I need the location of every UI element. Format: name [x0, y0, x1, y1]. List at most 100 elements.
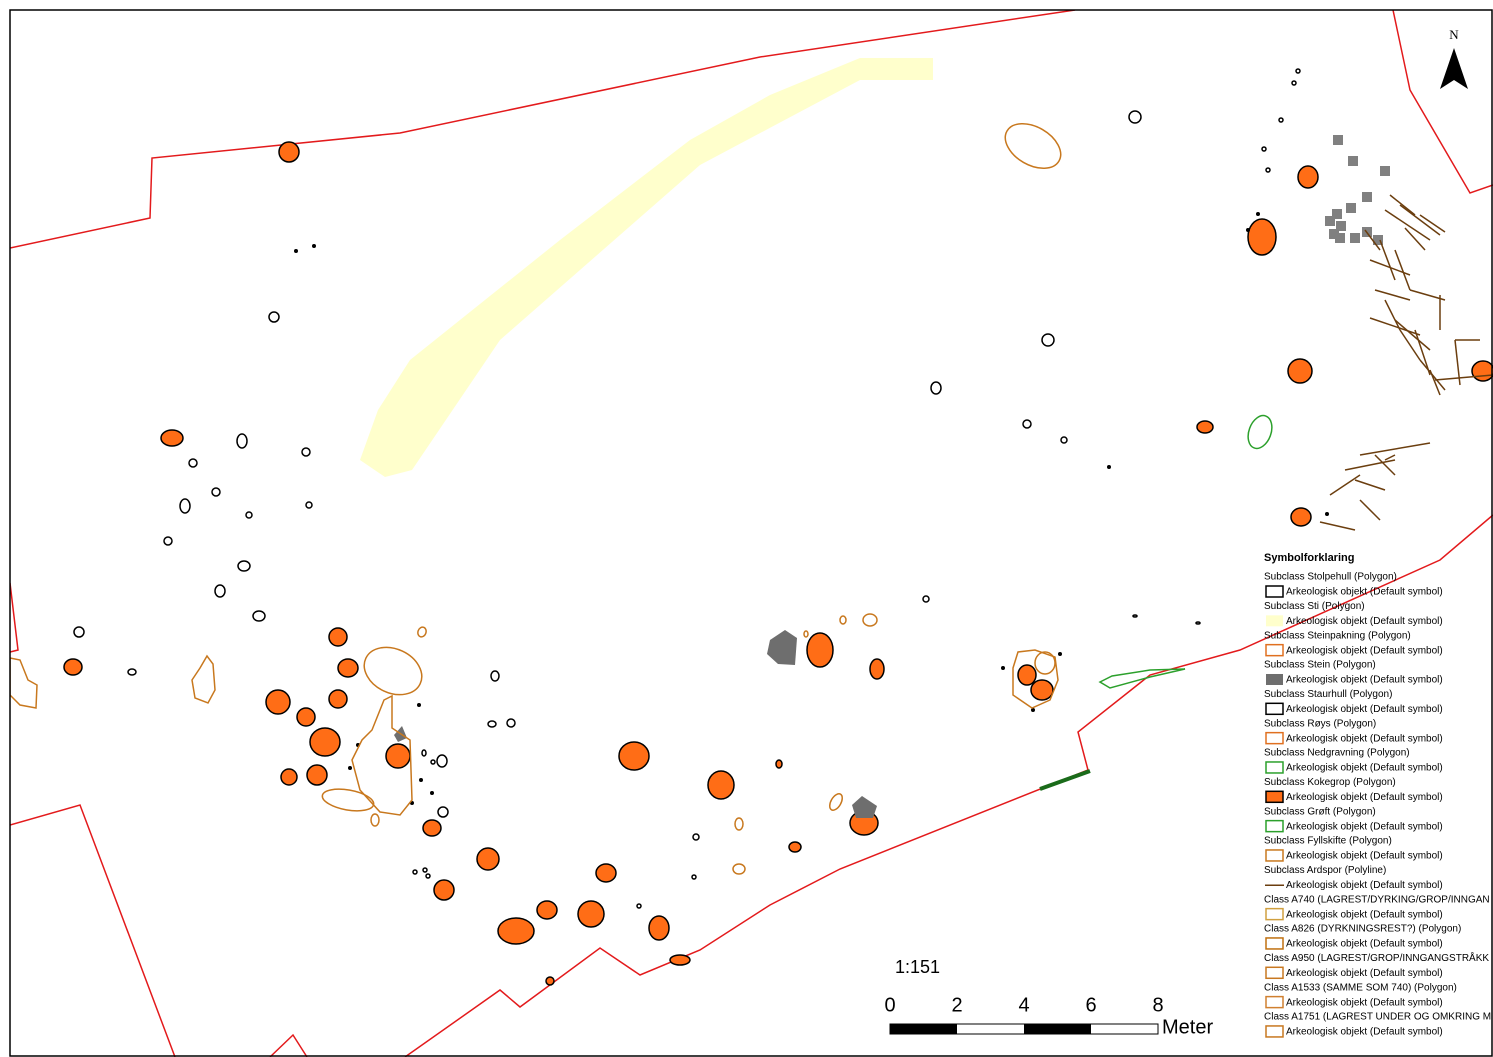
legend-label: Arkeologisk objekt (Default symbol) — [1286, 704, 1443, 715]
legend-swatch — [1266, 615, 1283, 626]
post-hole — [931, 382, 941, 394]
map: N 1:151 Meter 02468 Symbolforklaring Sub… — [0, 0, 1493, 1057]
legend-swatch — [1266, 1026, 1283, 1037]
post-hole — [491, 671, 499, 681]
cooking-pit — [708, 771, 734, 799]
post-hole — [1129, 111, 1141, 123]
post-hole — [1292, 81, 1296, 85]
trench — [1100, 669, 1185, 688]
post-hole — [1266, 168, 1270, 172]
cooking-pit — [1018, 665, 1036, 685]
cooking-pit — [1291, 508, 1311, 526]
post-hole — [437, 755, 447, 767]
legend: Symbolforklaring Subclass Stolpehull (Po… — [1264, 552, 1491, 1038]
legend-label: Arkeologisk objekt (Default symbol) — [1286, 880, 1443, 891]
legend-class: Class A950 (LAGREST/GROP/INNGANGSTRÅKK — [1264, 951, 1489, 964]
stone-block — [1362, 192, 1372, 202]
legend-swatch — [1266, 674, 1283, 685]
legend-label: Arkeologisk objekt (Default symbol) — [1286, 968, 1443, 979]
legend-swatch — [1266, 762, 1283, 773]
legend-class: Class A740 (LAGREST/DYRKING/GROP/INNGAN — [1264, 894, 1490, 905]
plough-mark — [1355, 480, 1385, 490]
cooking-pit — [423, 820, 441, 836]
stone-block — [1350, 233, 1360, 243]
stone — [852, 796, 877, 818]
scale-label: 2 — [951, 994, 962, 1016]
fill-feature — [733, 864, 745, 874]
post-hole — [426, 874, 430, 878]
plough-mark — [1405, 228, 1425, 250]
post-hole — [180, 499, 190, 513]
cooking-pit — [477, 848, 499, 870]
legend-class: Subclass Grøft (Polygon) — [1264, 806, 1376, 817]
cooking-pit — [310, 728, 340, 756]
legend-class: Subclass Kokegrop (Polygon) — [1264, 777, 1396, 788]
cooking-pit — [1248, 219, 1276, 255]
scale-segment — [1024, 1024, 1091, 1034]
stake-hole — [1325, 512, 1329, 516]
fill-outline — [192, 656, 215, 703]
cooking-pit — [1298, 166, 1318, 188]
scale-label: 0 — [884, 994, 895, 1016]
cooking-pit — [870, 659, 884, 679]
cooking-pit — [279, 142, 299, 162]
cooking-pit — [649, 916, 669, 940]
plough-mark — [1400, 205, 1440, 235]
cooking-pit — [789, 842, 801, 852]
fill-feature — [863, 614, 877, 626]
legend-label: Arkeologisk objekt (Default symbol) — [1286, 792, 1443, 803]
cooking-pit — [329, 690, 347, 708]
stone — [767, 630, 797, 665]
cooking-pit — [807, 633, 833, 667]
post-hole — [306, 502, 312, 508]
fill-feature — [827, 792, 845, 813]
cooking-pit — [619, 742, 649, 770]
legend-label: Arkeologisk objekt (Default symbol) — [1286, 851, 1443, 862]
post-hole — [246, 512, 252, 518]
north-symbol — [1440, 48, 1468, 89]
stake-hole — [419, 778, 423, 782]
post-hole — [1196, 622, 1200, 624]
legend-class: Subclass Sti (Polygon) — [1264, 601, 1365, 612]
stake-hole — [1246, 228, 1250, 232]
legend-class: Class A1751 (LAGREST UNDER OG OMKRING M — [1264, 1012, 1491, 1023]
post-hole — [1262, 147, 1266, 151]
legend-class: Subclass Røys (Polygon) — [1264, 718, 1376, 729]
plough-mark — [1375, 455, 1395, 475]
legend-label: Arkeologisk objekt (Default symbol) — [1286, 939, 1443, 950]
legend-class: Subclass Stein (Polygon) — [1264, 660, 1376, 671]
north-arrow: N — [1440, 27, 1468, 89]
scale-label: 6 — [1085, 994, 1096, 1016]
trench-line — [1040, 771, 1090, 789]
north-label: N — [1449, 27, 1459, 42]
stone-block — [1333, 135, 1343, 145]
cooking-pit — [329, 628, 347, 646]
fill-feature — [371, 814, 379, 826]
post-hole — [1061, 437, 1067, 443]
cooking-pit — [537, 901, 557, 919]
fill-feature — [998, 115, 1069, 178]
post-hole — [423, 868, 427, 872]
plough-mark — [1395, 320, 1430, 350]
post-hole — [164, 537, 172, 545]
post-hole — [923, 596, 929, 602]
post-hole — [237, 434, 247, 448]
legend-label: Arkeologisk objekt (Default symbol) — [1286, 1027, 1443, 1038]
fill-feature — [804, 631, 808, 637]
post-hole — [1279, 118, 1283, 122]
scale-label: 4 — [1018, 994, 1029, 1016]
trench — [1244, 412, 1276, 451]
legend-class: Subclass Steinpakning (Polygon) — [1264, 630, 1411, 641]
legend-label: Arkeologisk objekt (Default symbol) — [1286, 645, 1443, 656]
legend-swatch — [1266, 586, 1283, 597]
legend-label: Arkeologisk objekt (Default symbol) — [1286, 909, 1443, 920]
fill-feature — [735, 818, 743, 830]
post-hole — [693, 834, 699, 840]
legend-swatch — [1266, 733, 1283, 744]
legend-class: Class A1533 (SAMME SOM 740) (Polygon) — [1264, 982, 1457, 993]
legend-class: Subclass Staurhull (Polygon) — [1264, 689, 1392, 700]
legend-swatch — [1266, 997, 1283, 1008]
stake-hole — [348, 766, 352, 770]
legend-class: Subclass Nedgravning (Polygon) — [1264, 748, 1410, 759]
stake-hole — [294, 249, 298, 253]
